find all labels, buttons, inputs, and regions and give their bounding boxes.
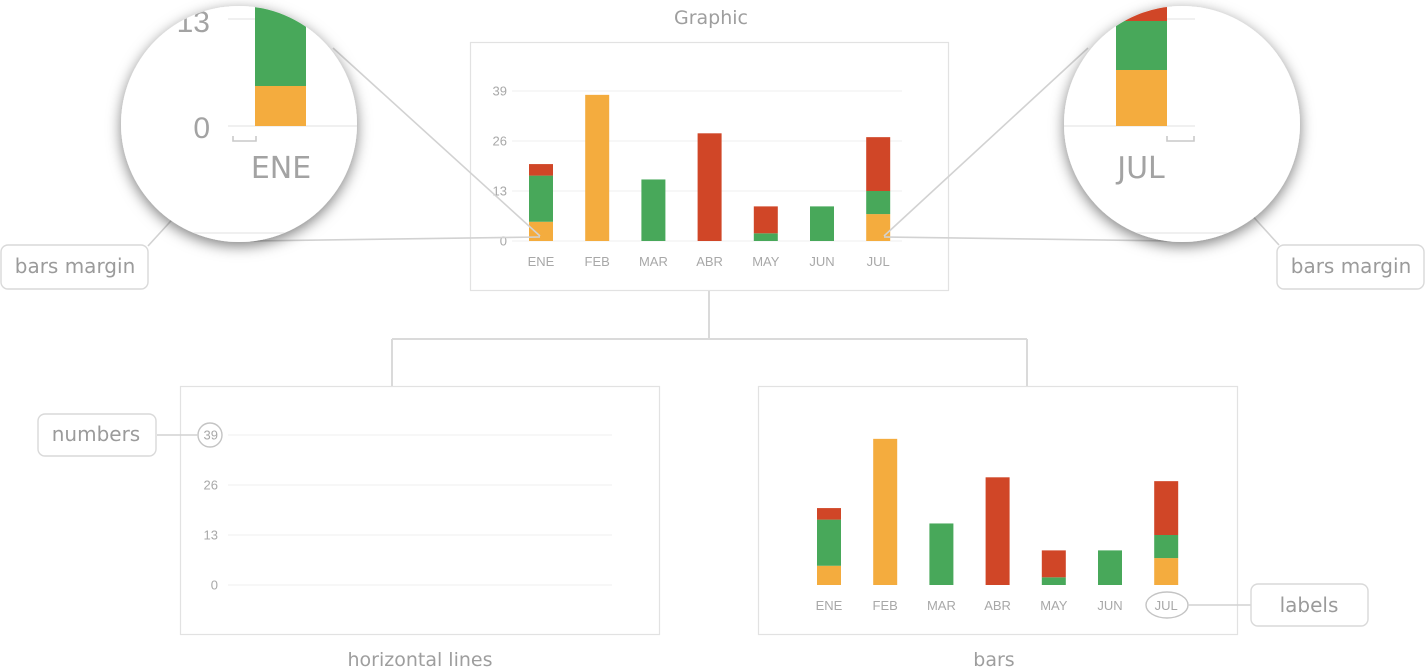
main-chart-x-tick-label: FEB (585, 254, 610, 269)
bars-panel-x-tick-label: JUN (1097, 598, 1122, 613)
lines-panel-y-tick-label: 0 (211, 578, 218, 593)
callout-bars-margin-right: bars margin (1276, 244, 1425, 290)
callout-labels: labels (1250, 583, 1369, 627)
main-chart-bar-segment (641, 179, 666, 241)
magnifier-left-tick-top: 13 (177, 6, 210, 39)
magnifier-left-tick-zero: 0 (193, 112, 210, 145)
main-chart-bar-segment (529, 164, 553, 176)
bars-panel-bar-segment (1041, 550, 1066, 578)
lines-panel-grid (228, 434, 612, 586)
main-chart-bar-segment (810, 206, 834, 241)
lines-panel-y-axis: 0 13 26 39 (204, 428, 218, 593)
magnifier-right-margin-marker (1166, 136, 1195, 142)
magnifier-right-bar-green (1116, 21, 1167, 70)
main-chart-bar-segment (697, 133, 722, 241)
main-chart-bar-segment (753, 233, 778, 241)
callout-bars-margin-left-text: bars margin (15, 254, 136, 278)
main-chart-y-tick-label: 0 (500, 234, 507, 249)
bars-panel-x-tick-label: MAY (1040, 598, 1068, 613)
bars-caption: bars (973, 649, 1014, 670)
callout-bars-margin-right-text: bars margin (1291, 254, 1412, 278)
bars-panel-x-tick-label: ENE (816, 598, 843, 613)
bars-panel-x-axis: ENE FEB MAR ABR MAY JUN JUL (816, 598, 1178, 613)
main-chart-y-tick-label: 26 (493, 134, 507, 149)
main-chart-x-tick-label: JUL (867, 254, 890, 269)
main-chart-x-tick-label: MAY (752, 254, 780, 269)
magnifier-right: JUL (1064, 6, 1300, 242)
bars-panel-bar-segment (1154, 558, 1179, 585)
main-chart-x-tick-label: ABR (696, 254, 723, 269)
main-chart-bar-segment (585, 94, 610, 241)
main-chart-bars (529, 94, 891, 241)
bars-panel-x-tick-label: MAR (927, 598, 956, 613)
bars-panel-bar-segment (1041, 577, 1066, 585)
magnifier-left-lens (121, 6, 357, 242)
main-chart-y-tick-label: 13 (493, 184, 507, 199)
magnifier-left-margin-marker (232, 136, 257, 142)
callout-labels-text: labels (1280, 593, 1339, 617)
breakdown-connector (391, 291, 1028, 386)
magnifier-right-lens (1064, 6, 1300, 242)
zoom-line-right-bottom (883, 236, 1173, 242)
callout-numbers-box (37, 413, 157, 457)
bars-panel-bar-segment (873, 438, 898, 585)
zoom-line-left-bottom (249, 236, 541, 242)
main-chart-bar-segment (753, 206, 778, 234)
callout-bars-margin-left: bars margin (0, 244, 149, 290)
magnifier-right-category: JUL (1115, 151, 1165, 186)
lines-panel-y-tick-label: 39 (204, 428, 218, 443)
bars-panel-bar-segment (1154, 535, 1179, 559)
main-chart-bar-segment (866, 137, 891, 191)
bars-panel-bar-segment (1098, 550, 1122, 585)
lines-caption: horizontal lines (348, 649, 493, 670)
main-chart-x-axis: ENE FEB MAR ABR MAY JUN JUL (528, 254, 890, 269)
bars-panel-x-tick-label: FEB (873, 598, 898, 613)
magnifier-right-bar-red (1116, 6, 1167, 21)
lines-panel-y-tick-label: 13 (204, 528, 218, 543)
zoom-line-right-top (883, 47, 1089, 237)
magnifier-left-bar-green (255, 6, 306, 86)
callout-numbers-text: numbers (52, 422, 140, 446)
main-chart-x-tick-label: MAR (639, 254, 668, 269)
bars-panel-bar-segment (817, 508, 841, 520)
lines-panel (179, 385, 661, 636)
bars-panel-bar-segment (817, 519, 841, 566)
main-chart-bar-segment (529, 221, 553, 241)
bars-panel-bar-segment (1154, 481, 1179, 535)
bars-panel-bar-segment (985, 477, 1010, 585)
main-chart-y-tick-label: 39 (493, 84, 507, 99)
chart-title: Graphic (674, 7, 748, 29)
bars-panel-bar-segment (817, 565, 841, 585)
zoom-line-left-top (332, 47, 541, 237)
bars-panel-x-tick-label: ABR (984, 598, 1011, 613)
bars-panel-x-tick-label: JUL (1155, 598, 1178, 613)
callout-labels-box (1250, 583, 1369, 627)
magnifier-left-category: ENE (251, 151, 311, 186)
magnifier-right-bar-orange (1116, 70, 1167, 126)
bars-panel-bar-segment (929, 523, 954, 585)
main-chart-x-tick-label: ENE (528, 254, 555, 269)
main-chart-x-tick-label: JUN (809, 254, 834, 269)
bars-panel-bars (817, 438, 1179, 585)
magnifier-left-bar-orange (255, 86, 306, 126)
lines-panel-y-tick-label: 26 (204, 478, 218, 493)
magnifier-left: 13 0 ENE (121, 6, 357, 242)
main-chart-y-axis: 0 13 26 39 (493, 84, 507, 249)
callout-bars-margin-left-box (0, 244, 149, 290)
main-chart-bar-segment (866, 191, 891, 215)
main-chart-bar-segment (529, 175, 553, 222)
callout-numbers: numbers (37, 413, 157, 457)
callout-bars-margin-right-box (1276, 244, 1425, 290)
